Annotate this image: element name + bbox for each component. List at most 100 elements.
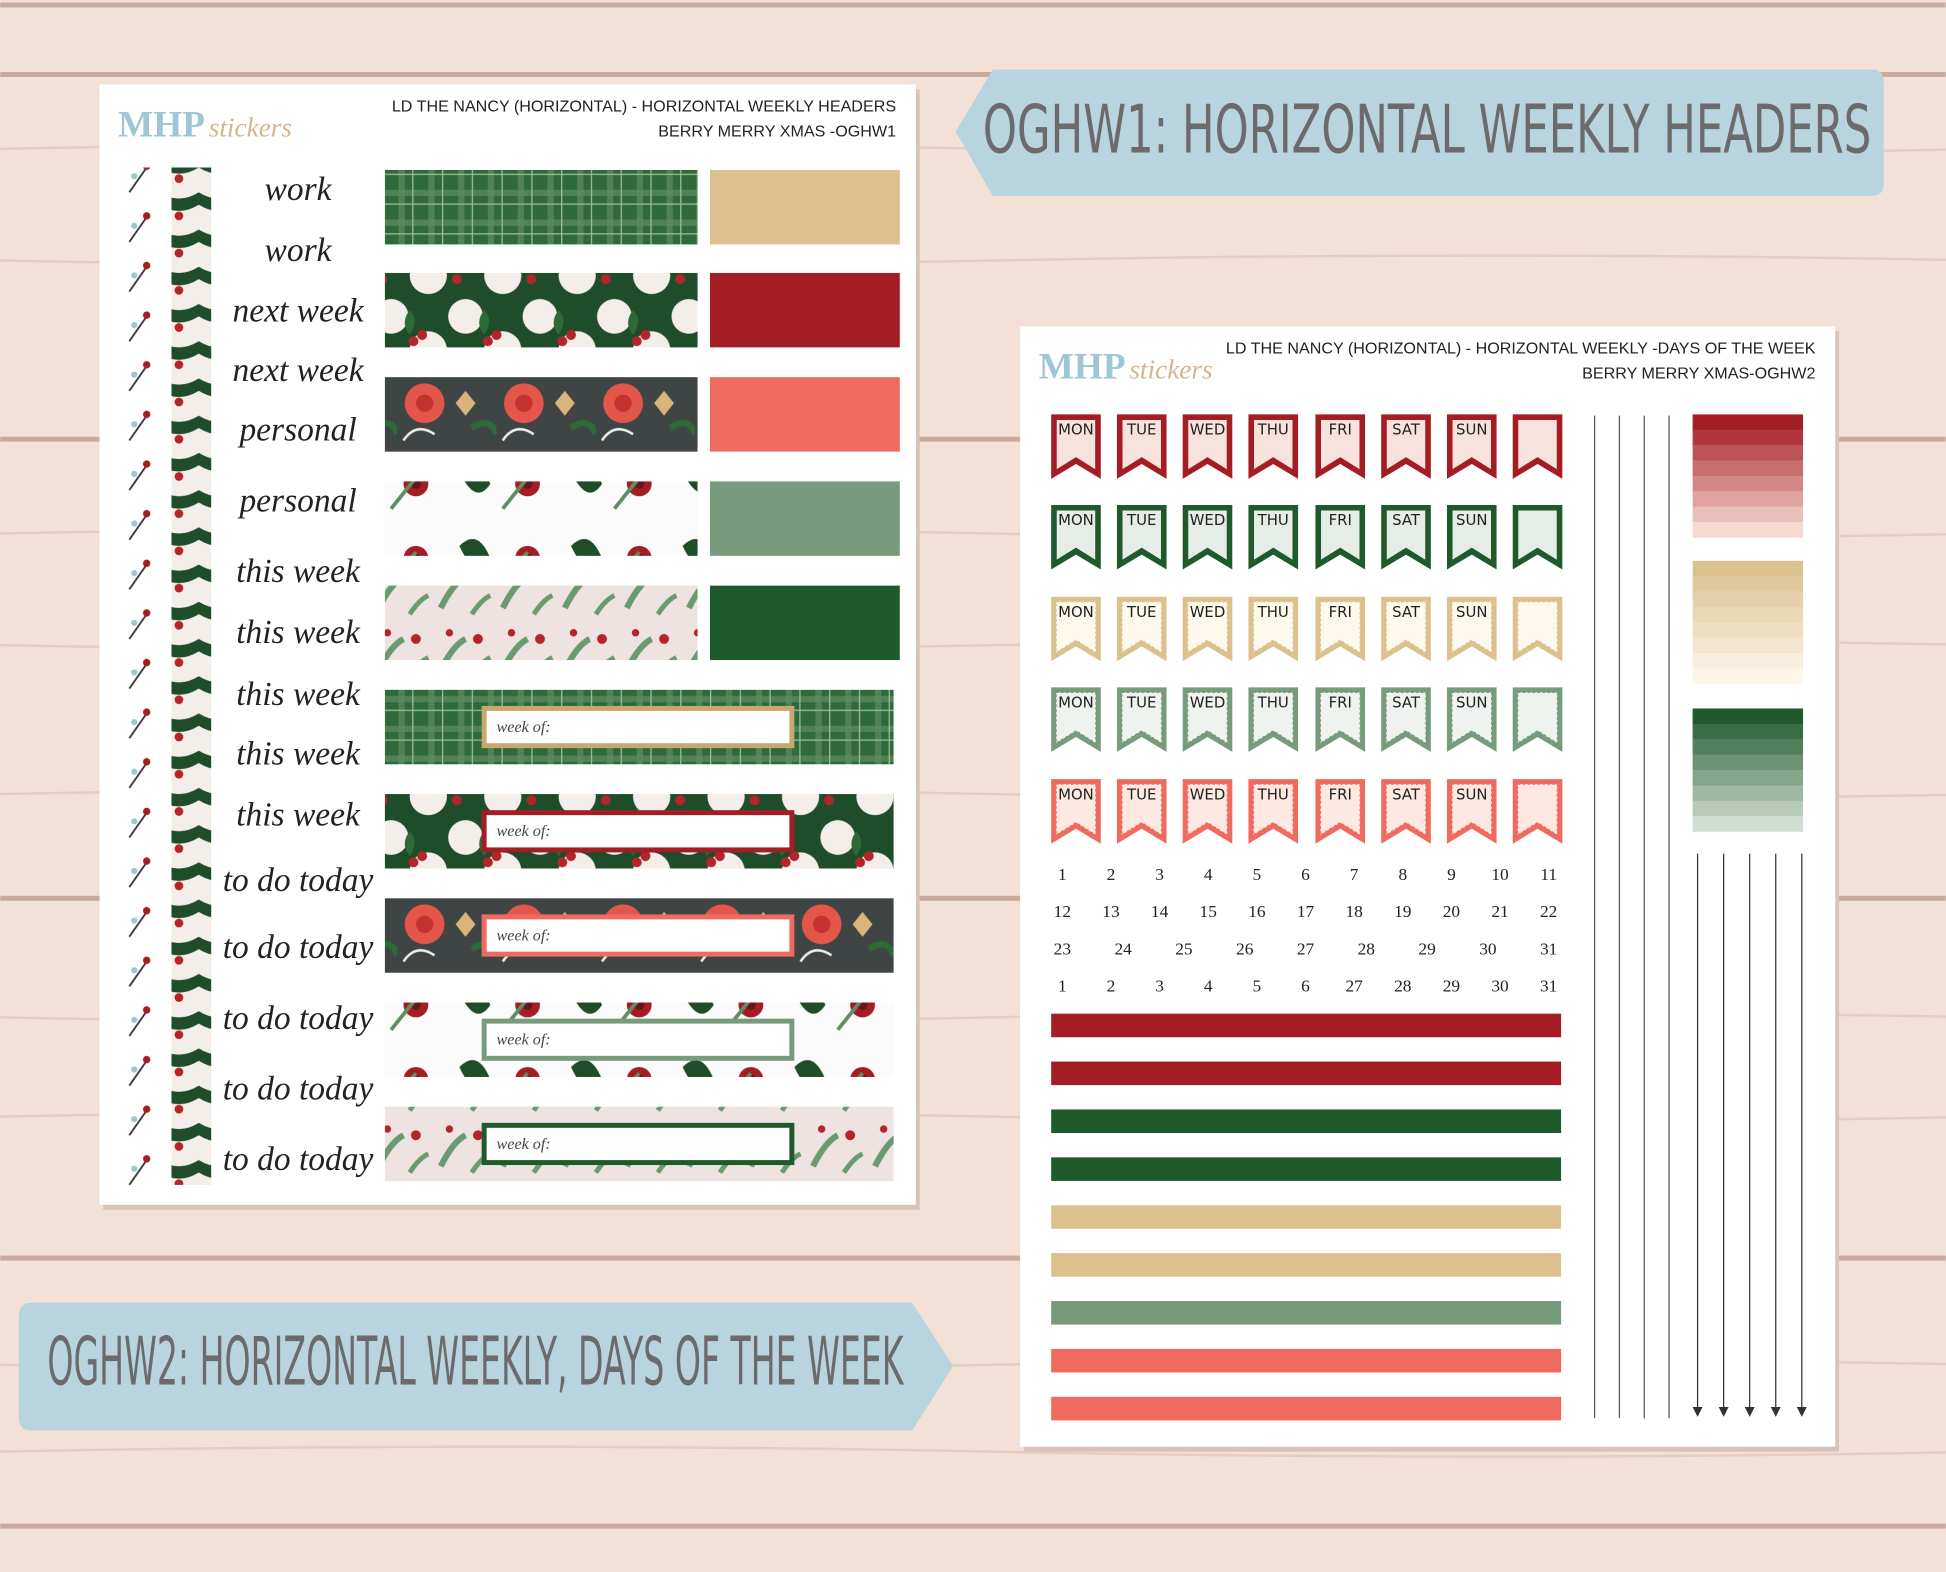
gradient-band [1692,769,1804,786]
day-label: SAT [1392,421,1421,439]
date-number: 31 [1540,977,1557,996]
header-word: this week [236,676,361,713]
gradient-band [1692,560,1804,577]
day-label: WED [1190,693,1226,711]
arrow-head [1744,1406,1755,1417]
date-number: 21 [1491,902,1508,921]
date-number: 1 [1058,865,1067,884]
day-flag-inner [1252,783,1294,837]
date-number: 27 [1345,977,1363,996]
day-flag-inner [1385,691,1427,745]
day-label: SUN [1456,603,1487,621]
date-number: 2 [1107,977,1116,996]
banner-title: OGHW1: HORIZONTAL WEEKLY HEADERS [983,91,1871,169]
header-word: personal [237,412,356,449]
date-number: 30 [1491,977,1509,996]
day-label: THU [1257,511,1289,529]
week-of-label: week of: [497,927,551,944]
day-flag-inner [1319,509,1361,562]
color-stripe [1051,1157,1562,1181]
plank-seam [0,1255,1946,1261]
logo-script: stickers [1129,354,1212,384]
day-flag-inner [1319,691,1361,745]
pattern-header [384,481,698,556]
day-flag-inner [1385,509,1427,562]
wood-grain [0,1445,1946,1458]
day-label: TUE [1126,511,1156,529]
gradient-band [1692,668,1804,685]
date-number: 5 [1253,977,1262,996]
day-label: THU [1257,421,1289,439]
day-label: SAT [1392,785,1421,803]
day-flag-inner [1252,509,1294,562]
pattern-header [384,377,698,452]
gradient-band [1692,576,1804,592]
gradient-band [1692,491,1804,507]
header-word: next week [233,293,365,330]
gradient-band [1692,606,1804,623]
day-flag-inner [1121,691,1163,745]
date-number: 23 [1054,939,1071,958]
day-label: TUE [1126,693,1156,711]
day-flag-inner [1055,509,1097,562]
day-label: SAT [1392,693,1421,711]
solid-header [709,585,900,661]
sheet-header: LD THE NANCY (HORIZONTAL) - HORIZONTAL W… [1226,340,1816,358]
day-flag-inner [1451,601,1493,654]
solid-header [709,377,900,452]
date-number: 28 [1358,939,1376,958]
solid-header [709,272,900,348]
day-label: SUN [1456,421,1487,439]
day-label: SUN [1456,693,1487,711]
day-flag-inner [1055,691,1097,745]
day-flag-inner [1252,418,1294,472]
day-label: MON [1058,603,1094,621]
plank-seam [0,895,1946,901]
arrow-head [1796,1406,1807,1417]
plank-seam [0,71,1946,77]
gradient-band [1692,816,1804,832]
date-number: 11 [1540,865,1557,884]
week-of-box [481,1018,795,1061]
gradient-band [1692,754,1804,771]
day-flag-inner [1252,691,1294,745]
day-flag-inner [1121,783,1163,837]
day-flag-inner [1187,601,1228,654]
week-of-label: week of: [497,1032,551,1049]
day-label: THU [1257,693,1289,711]
week-of-label: week of: [497,719,551,736]
day-label: MON [1058,421,1094,439]
color-stripe [1051,1396,1562,1421]
day-label: SAT [1392,511,1421,529]
decor-strip [119,167,160,1185]
header-word: this week [236,614,361,651]
header-word: to do today [223,929,374,966]
color-stripe [1051,1109,1562,1134]
day-flag-inner [1517,783,1559,837]
gradient-band [1692,506,1804,523]
color-stripe [1051,1253,1562,1277]
pattern-header [384,272,698,348]
week-of-box [481,914,795,957]
header-word: to do today [223,1000,374,1037]
day-flag-inner [1517,418,1559,472]
banner-shape [955,69,1884,197]
date-number: 3 [1155,977,1164,996]
day-flag-inner [1187,691,1228,745]
date-number: 16 [1248,902,1266,921]
day-label: TUE [1126,785,1156,803]
date-number: 4 [1204,977,1213,996]
header-word: to do today [223,1071,374,1108]
header-word: to do today [223,862,374,899]
date-number: 12 [1054,902,1071,921]
gradient-band [1692,739,1804,755]
date-number: 8 [1398,865,1407,884]
day-flag-inner [1385,783,1427,837]
decor-strip [171,167,212,1185]
day-flag-inner [1187,783,1228,837]
date-number: 6 [1301,977,1310,996]
banner-title: OGHW2: HORIZONTAL WEEKLY, DAYS OF THE WE… [47,1323,904,1401]
day-flag-inner [1319,601,1361,654]
date-number: 2 [1107,865,1116,884]
